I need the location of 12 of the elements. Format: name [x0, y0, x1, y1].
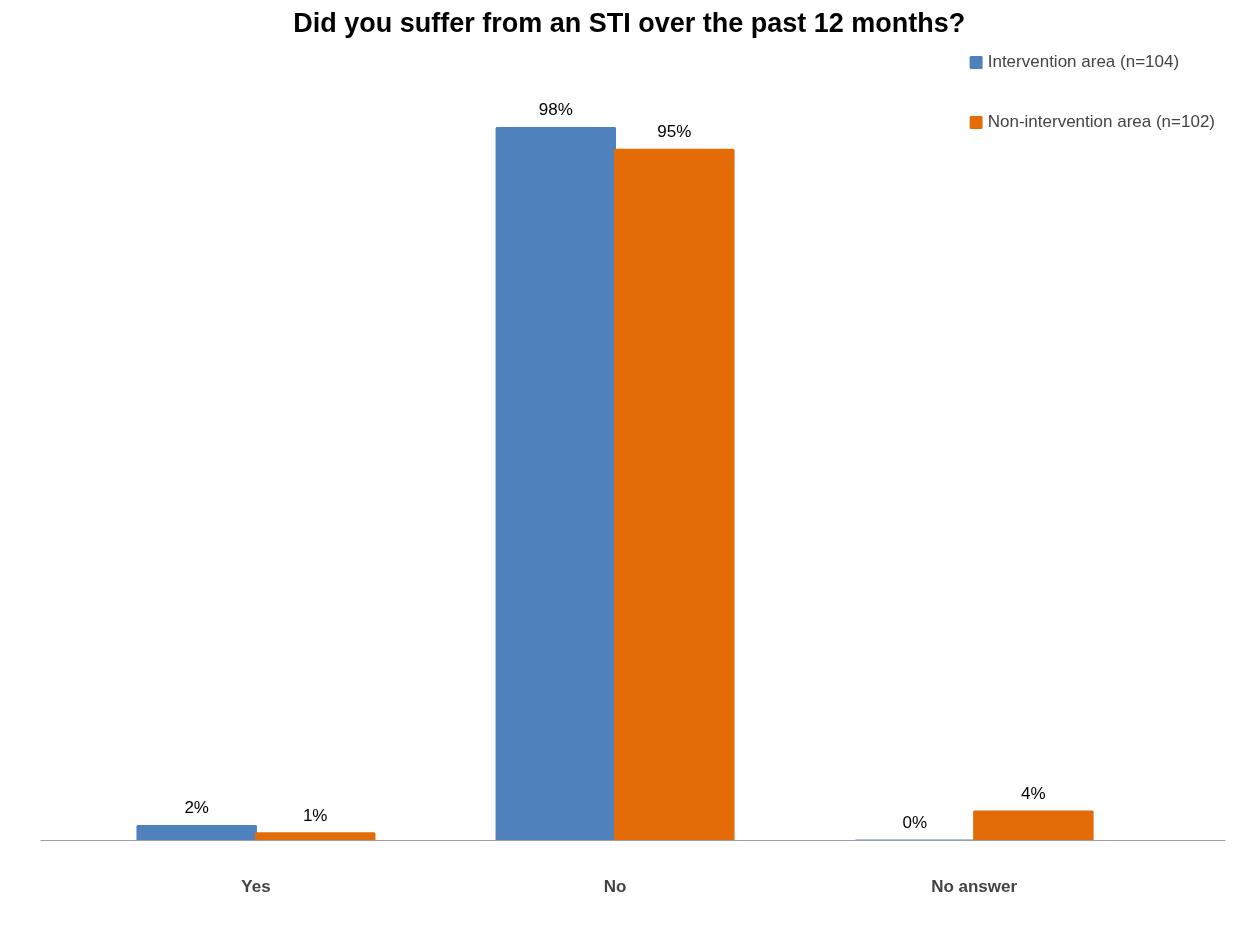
chart-title: Did you suffer from an STI over the past 12 months?	[293, 7, 966, 38]
data-label: 98%	[538, 100, 573, 120]
data-label: 0%	[902, 812, 928, 832]
data-label: 2%	[184, 798, 209, 818]
x-tick-label: No answer	[931, 876, 1018, 896]
data-label: 1%	[302, 805, 328, 825]
data-label: 95%	[657, 122, 692, 142]
legend-label: Non-intervention area (n=102)	[987, 112, 1215, 132]
legend-label: Intervention area (n=104)	[987, 52, 1180, 72]
x-tick-label: Yes	[241, 876, 271, 896]
x-tick-label: No	[603, 876, 627, 896]
data-label: 4%	[1021, 783, 1046, 803]
